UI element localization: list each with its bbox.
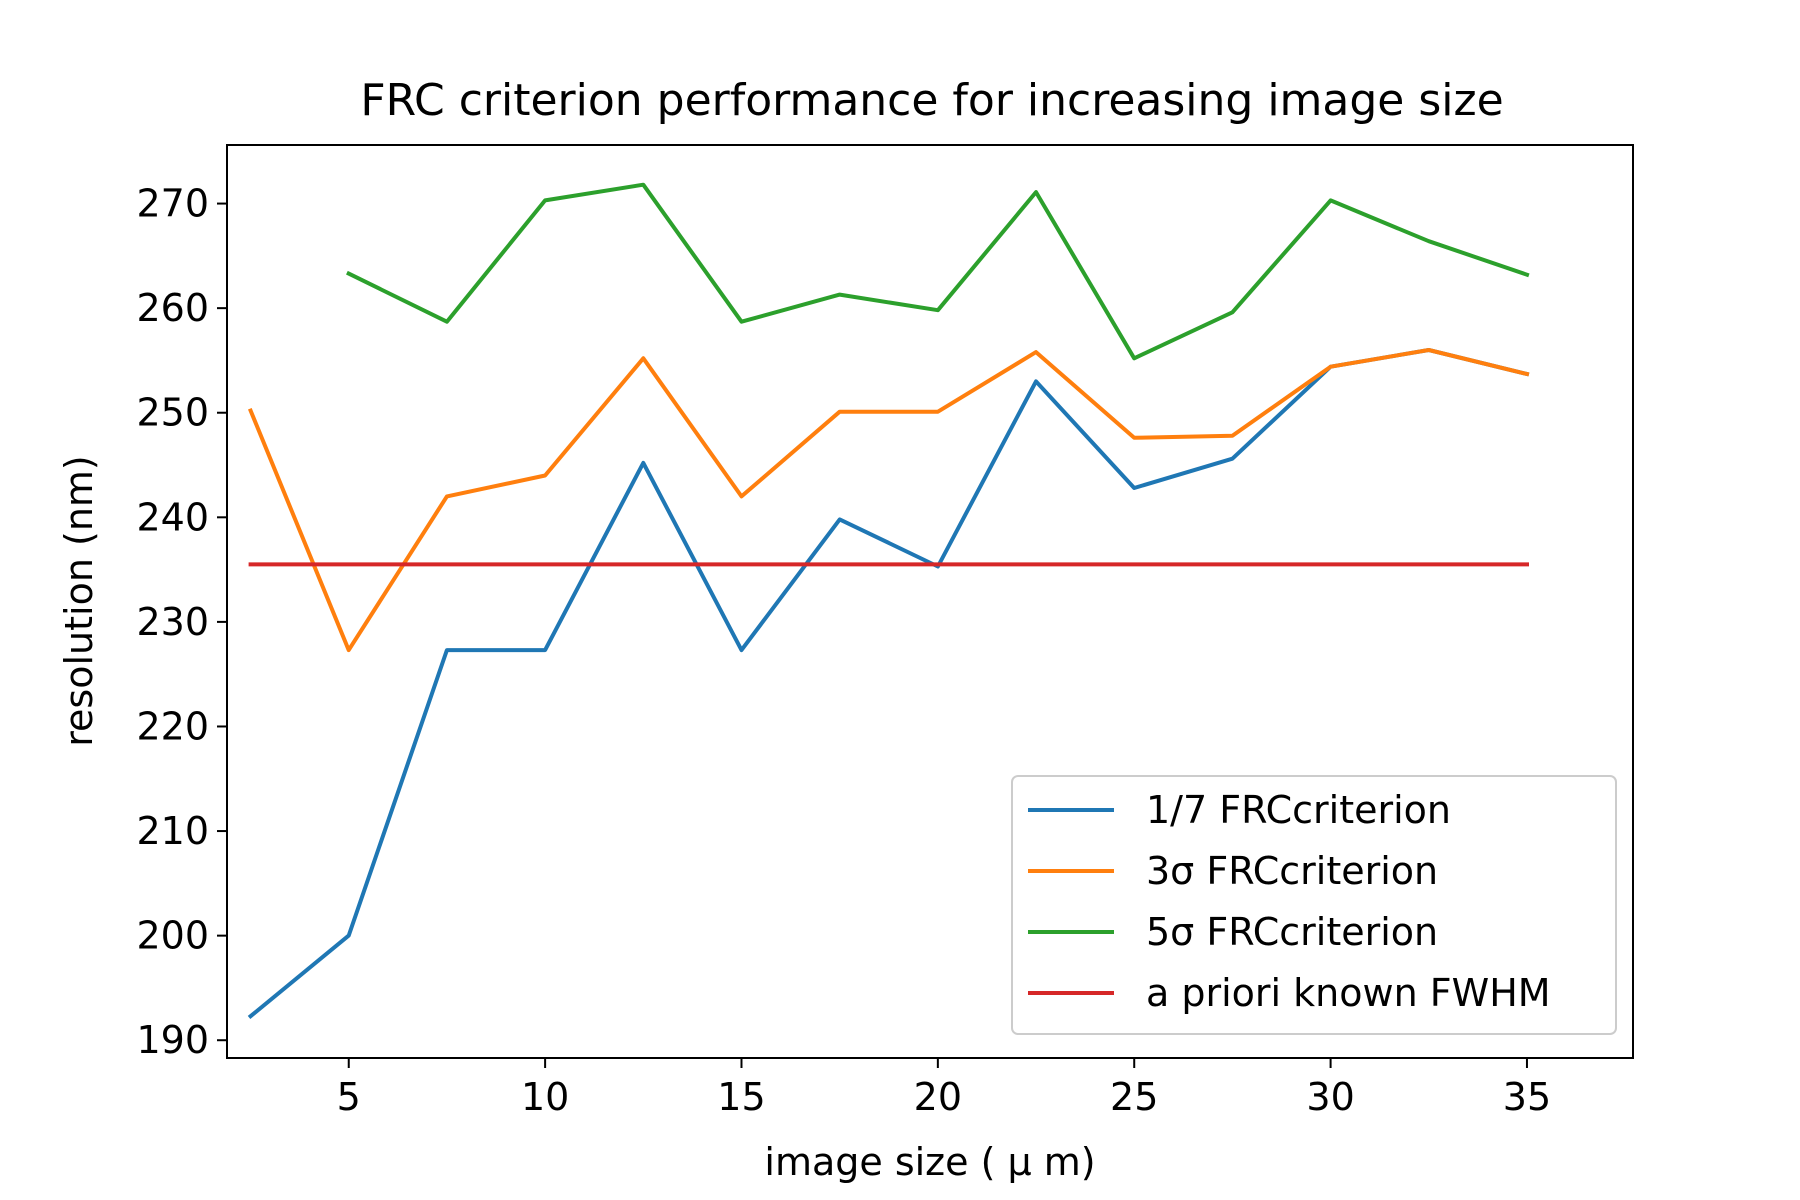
y-tick-label: 230 xyxy=(136,600,209,644)
x-tick-label: 20 xyxy=(914,1075,962,1119)
legend-box xyxy=(1011,775,1617,1035)
y-tick-label: 240 xyxy=(136,495,209,539)
chart-title: FRC criterion performance for increasing… xyxy=(360,75,1503,126)
x-tick-label: 10 xyxy=(521,1075,569,1119)
x-tick-label: 30 xyxy=(1306,1075,1354,1119)
legend-label: 3σ FRCcriterion xyxy=(1146,849,1438,893)
series-line-0 xyxy=(247,348,1530,1020)
y-tick-label: 270 xyxy=(136,182,209,226)
x-tick-label: 35 xyxy=(1503,1075,1551,1119)
y-axis-label: resolution (nm) xyxy=(57,455,101,746)
series-line-1 xyxy=(247,348,1530,653)
plot-frame xyxy=(226,144,1634,1059)
y-tick-label: 260 xyxy=(136,286,209,330)
legend-label: a priori known FWHM xyxy=(1146,971,1551,1015)
series-layer xyxy=(247,182,1530,1020)
x-tick-label: 15 xyxy=(717,1075,765,1119)
x-axis: 5 10 15 20 25 30 35 xyxy=(337,1058,1551,1119)
y-tick-label: 250 xyxy=(136,391,209,435)
y-tick-label: 200 xyxy=(136,914,209,958)
x-tick-label: 5 xyxy=(337,1075,361,1119)
y-tick-label: 210 xyxy=(136,809,209,853)
legend: 1/7 FRCcriterion 3σ FRCcriterion 5σ FRCcri… xyxy=(1011,775,1617,1035)
y-tick-label: 190 xyxy=(136,1018,209,1062)
series-line-2 xyxy=(346,182,1530,361)
legend-label: 5σ FRCcriterion xyxy=(1146,910,1438,954)
x-tick-label: 25 xyxy=(1110,1075,1158,1119)
legend-label: 1/7 FRCcriterion xyxy=(1146,788,1451,832)
y-axis: 190 200 210 220 230 240 250 260 270 xyxy=(136,182,227,1062)
y-tick-label: 220 xyxy=(136,704,209,748)
x-axis-label: image size ( μ m) xyxy=(764,1140,1095,1184)
